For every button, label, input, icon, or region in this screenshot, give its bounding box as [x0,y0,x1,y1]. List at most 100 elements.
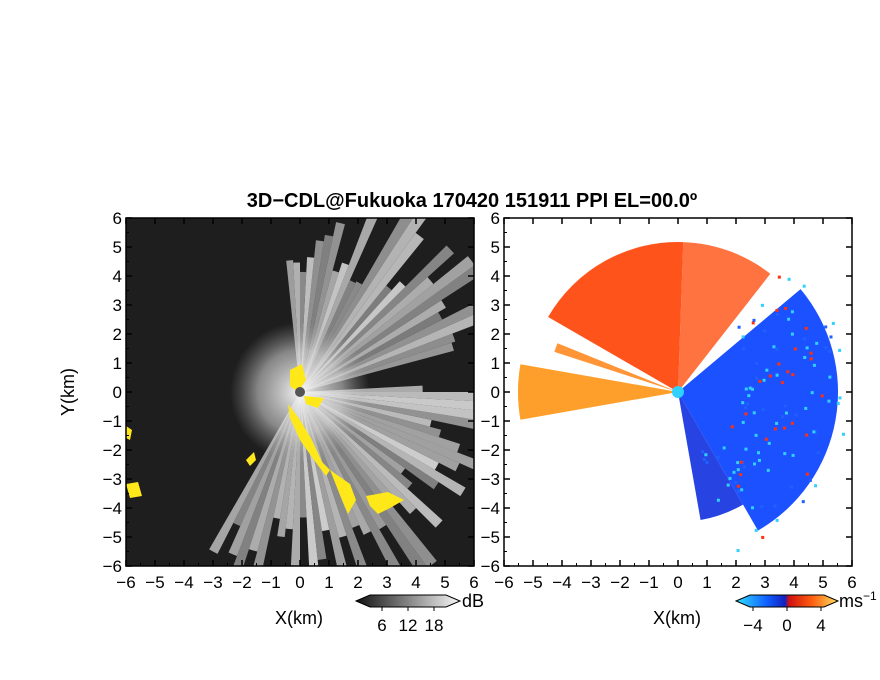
velocity-speckle [803,356,807,360]
reflectivity-highlight [330,470,356,514]
reflectivity-highlight [126,482,142,498]
velocity-speckle [736,484,740,488]
velocity-speckle [772,345,776,349]
reflectivity-colorbar-unit: dB [462,591,484,611]
velocity-speckle [739,473,743,477]
reflectivity-highlight [366,492,404,514]
reflectivity-colorbar-bar [354,594,462,608]
x-tick-label: −6 [116,573,135,592]
velocity-speckle [793,347,797,351]
x-tick-label: 3 [760,573,769,592]
x-tick-label: −4 [552,573,571,592]
y-tick-label: −6 [103,557,122,576]
velocity-speckle [791,453,795,457]
velocity-colorbar-unit: ms−1 [839,589,877,611]
velocity-speckle [775,312,779,316]
x-tick-label: −5 [523,573,542,592]
velocity-speckle [751,321,755,325]
y-tick-label: 6 [491,209,500,228]
velocity-sector-northeast [678,242,771,392]
velocity-speckle [762,378,766,382]
velocity-sector-south [678,392,743,521]
colorbar-tick-label: 18 [425,616,444,635]
velocity-speckle [790,310,794,314]
x-tick-label: −1 [261,573,280,592]
velocity-speckle [741,335,745,339]
x-tick-label: 6 [847,573,856,592]
velocity-speckle [704,453,708,457]
velocity-speckle [824,325,828,329]
y-tick-label: −1 [481,412,500,431]
velocity-speckle [791,373,795,377]
velocity-beam-west [554,343,678,392]
velocity-speckle [824,346,828,350]
y-tick-label: −5 [481,528,500,547]
velocity-colorbar-unit-base: ms [839,591,863,611]
y-tick-label: 1 [113,354,122,373]
velocity-x-axis-label: X(km) [653,608,701,628]
velocity-colorbar: −4 0 4 ms−1 [734,589,877,635]
x-tick-label: −3 [203,573,222,592]
velocity-speckle [813,430,817,434]
velocity-speckle [701,450,705,454]
velocity-speckle [726,483,730,487]
velocity-speckle [736,461,740,465]
velocity-speckle [828,350,832,354]
velocity-speckle [768,374,772,378]
lidar-site-marker [295,387,305,397]
velocity-sector-approaching-north [548,242,684,392]
velocity-speckle [810,391,814,395]
velocity-speckle [777,275,781,279]
velocity-speckle [802,284,806,288]
reflectivity-highlight [304,396,324,408]
figure-title: 3D−CDL@Fukuoka 170420 151911 PPI EL=00.0… [247,190,697,212]
velocity-speckle [790,332,794,336]
velocity-sectors [518,242,845,553]
x-tick-label: 1 [702,573,711,592]
velocity-speckle [787,277,791,281]
velocity-speckle [809,357,813,361]
velocity-speckle [744,412,748,416]
y-tick-label: −3 [103,470,122,489]
velocity-speckle [743,406,747,410]
velocity-speckle [750,387,754,391]
velocity-speckle [802,337,806,341]
velocity-speckle [790,421,794,425]
velocity-sector-west [518,364,678,420]
velocity-speckle [741,420,745,424]
reflectivity-highlight [288,404,330,476]
velocity-speckle [805,472,809,476]
velocity-speckle [744,447,748,451]
velocity-speckle [732,470,736,474]
velocity-speckle [755,376,759,380]
x-tick-label: 5 [440,573,449,592]
velocity-speckle [783,426,787,430]
velocity-speckle [784,411,788,415]
velocity-speckle [748,386,752,390]
x-tick-label: −3 [581,573,600,592]
reflectivity-highlight [126,426,132,440]
velocity-speckle [814,484,818,488]
velocity-speckle [754,528,758,532]
velocity-axis-ticks: −6 −5 −4 −3 −2 −1 0 1 2 3 4 5 6 6 5 4 3 2 1 0 −1 −2 −3 −4 −5 −6 [481,209,857,592]
velocity-speckle [728,476,732,480]
y-tick-label: 2 [113,325,122,344]
reflectivity-colorbar: 6 12 18 dB [354,591,484,635]
x-tick-label: 1 [324,573,333,592]
velocity-speckle [816,451,820,455]
x-tick-label: 0 [673,573,682,592]
colorbar-tick-label: 4 [816,616,825,635]
reflectivity-colorbar-ticks: 6 12 18 [377,607,443,635]
y-tick-label: 5 [113,238,122,257]
y-tick-label: 4 [491,267,500,286]
x-tick-label: 2 [731,573,740,592]
velocity-speckle [757,451,761,455]
velocity-speckle [815,341,819,345]
velocity-speckle [777,362,781,366]
velocity-speckle [758,379,762,383]
velocity-speckle [773,427,777,431]
velocity-speckle [760,504,764,508]
velocity-speckle [741,401,745,405]
velocity-speckle [760,303,764,307]
velocity-speckle [775,373,779,377]
